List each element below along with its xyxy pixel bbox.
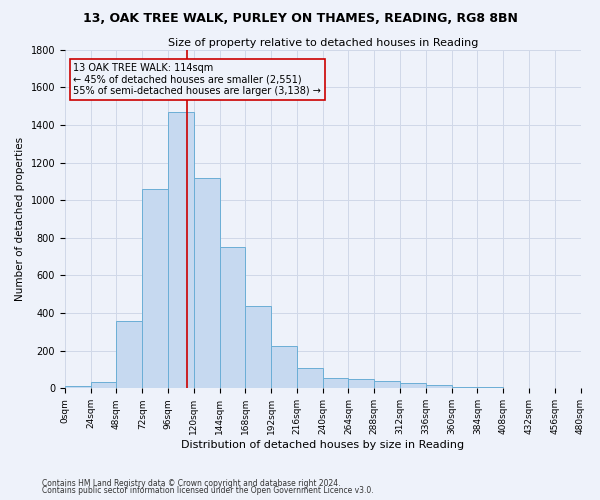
Bar	[116, 320, 142, 388]
Bar	[323, 378, 349, 388]
Text: Contains HM Land Registry data © Crown copyright and database right 2024.: Contains HM Land Registry data © Crown c…	[42, 478, 341, 488]
Bar	[374, 381, 400, 388]
Y-axis label: Number of detached properties: Number of detached properties	[15, 137, 25, 301]
Bar	[142, 189, 168, 388]
Bar	[271, 346, 297, 389]
Text: Contains public sector information licensed under the Open Government Licence v3: Contains public sector information licen…	[42, 486, 374, 495]
Text: 13, OAK TREE WALK, PURLEY ON THAMES, READING, RG8 8BN: 13, OAK TREE WALK, PURLEY ON THAMES, REA…	[83, 12, 517, 26]
Bar	[400, 382, 426, 388]
Bar	[426, 384, 452, 388]
Text: 13 OAK TREE WALK: 114sqm
← 45% of detached houses are smaller (2,551)
55% of sem: 13 OAK TREE WALK: 114sqm ← 45% of detach…	[73, 63, 322, 96]
Bar	[220, 247, 245, 388]
X-axis label: Distribution of detached houses by size in Reading: Distribution of detached houses by size …	[181, 440, 464, 450]
Bar	[91, 382, 116, 388]
Bar	[297, 368, 323, 388]
Title: Size of property relative to detached houses in Reading: Size of property relative to detached ho…	[167, 38, 478, 48]
Bar	[245, 306, 271, 388]
Bar	[168, 112, 194, 388]
Bar	[349, 379, 374, 388]
Bar	[65, 386, 91, 388]
Bar	[194, 178, 220, 388]
